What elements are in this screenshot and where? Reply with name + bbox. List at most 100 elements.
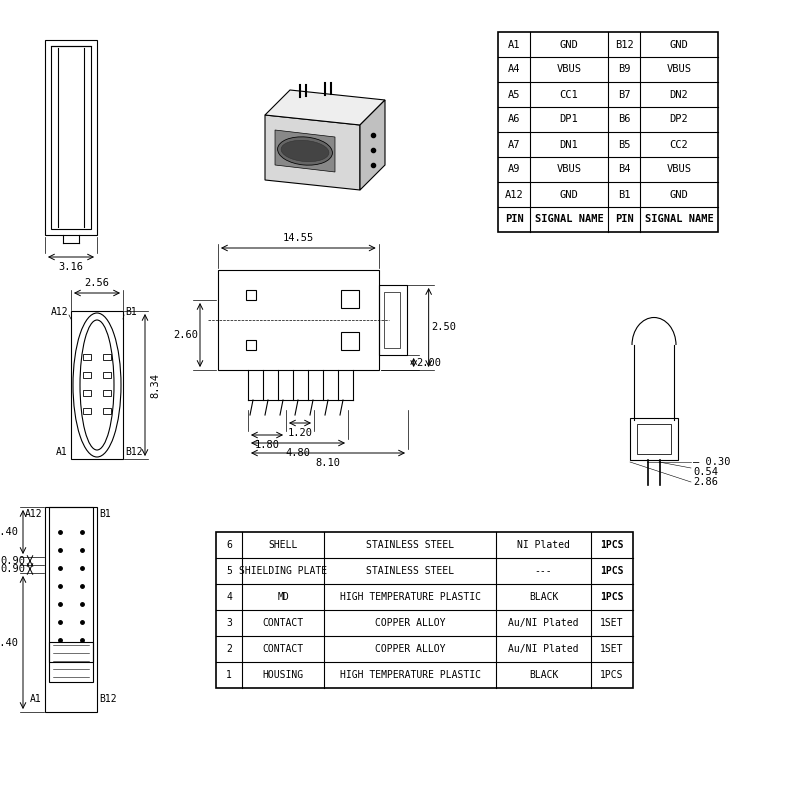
Text: 8.10: 8.10 [315,458,341,468]
Bar [218,270,378,370]
Text: B12: B12 [614,39,634,50]
Text: PIN: PIN [614,214,634,225]
Text: DP1: DP1 [560,114,578,125]
Text: COPPER ALLOY: COPPER ALLOY [374,644,446,654]
Text: GND: GND [560,190,578,199]
Bar [71,311,123,459]
Text: 5: 5 [226,566,232,576]
Text: 6: 6 [226,540,232,550]
Text: B7: B7 [618,90,630,99]
Text: DN2: DN2 [670,90,688,99]
Text: STAINLESS STEEL: STAINLESS STEEL [366,540,454,550]
Text: 2.50: 2.50 [432,322,457,333]
Text: SHIELDING PLATE: SHIELDING PLATE [239,566,327,576]
Text: 14.55: 14.55 [282,233,314,243]
Text: 1SET: 1SET [600,618,624,628]
Ellipse shape [278,137,333,165]
Text: B9: B9 [618,65,630,74]
Text: GND: GND [670,39,688,50]
Text: VBUS: VBUS [557,165,582,174]
Text: B4: B4 [618,165,630,174]
Text: GND: GND [670,190,688,199]
Bar [341,332,358,350]
Polygon shape [265,115,360,190]
Text: CONTACT: CONTACT [262,644,303,654]
Bar [103,390,111,396]
Text: A4: A4 [508,65,520,74]
Text: MD: MD [277,592,289,602]
Bar [246,340,256,350]
Text: — 0.30: — 0.30 [693,457,730,467]
Text: STAINLESS STEEL: STAINLESS STEEL [366,566,454,576]
Text: 4: 4 [226,592,232,602]
Text: A12: A12 [24,509,42,519]
Text: NI Plated: NI Plated [517,540,570,550]
Text: B5: B5 [618,139,630,150]
Text: SHELL: SHELL [268,540,298,550]
Bar [49,507,93,662]
Text: 2.86: 2.86 [693,477,718,487]
Text: 1.80: 1.80 [254,440,279,450]
Text: 2.56: 2.56 [85,278,110,288]
Ellipse shape [281,140,329,162]
Bar [498,32,718,232]
Polygon shape [275,130,335,172]
Text: 1.20: 1.20 [287,428,313,438]
Text: B12: B12 [125,447,142,457]
Text: BLACK: BLACK [529,592,558,602]
Bar [630,418,678,460]
Bar [51,46,91,229]
Text: A1: A1 [56,447,68,457]
Bar [103,408,111,414]
Text: A1: A1 [30,694,42,704]
Bar [378,285,406,355]
Bar [246,290,256,300]
Text: A1: A1 [508,39,520,50]
Text: 2: 2 [226,644,232,654]
Bar [216,532,633,688]
Text: 4.80: 4.80 [286,448,310,458]
Polygon shape [265,90,385,125]
Text: 0.90: 0.90 [0,556,25,566]
Text: 1: 1 [226,670,232,680]
Text: B1: B1 [125,307,137,317]
Text: PIN: PIN [505,214,523,225]
Bar [45,40,97,235]
Text: 2.00: 2.00 [417,358,442,367]
Text: HIGH TEMPERATURE PLASTIC: HIGH TEMPERATURE PLASTIC [339,592,481,602]
Text: 1PCS: 1PCS [600,670,624,680]
Text: ---: --- [534,566,552,576]
Text: CC2: CC2 [670,139,688,150]
Text: B1: B1 [99,509,110,519]
Bar [45,507,97,712]
Text: 1PCS: 1PCS [600,592,624,602]
Bar [83,408,91,414]
Text: A9: A9 [508,165,520,174]
Bar [49,642,93,682]
Text: DN1: DN1 [560,139,578,150]
Text: CONTACT: CONTACT [262,618,303,628]
Text: Au/NI Plated: Au/NI Plated [508,644,578,654]
Text: A6: A6 [508,114,520,125]
Text: 1SET: 1SET [600,644,624,654]
Text: VBUS: VBUS [666,165,691,174]
Text: 0.54: 0.54 [693,467,718,477]
Text: A12: A12 [50,307,68,317]
Text: CC1: CC1 [560,90,578,99]
Text: A5: A5 [508,90,520,99]
Text: A12: A12 [505,190,523,199]
Text: 3.16: 3.16 [58,262,83,272]
Bar [103,354,111,360]
Text: VBUS: VBUS [557,65,582,74]
Text: B1: B1 [618,190,630,199]
Text: Au/NI Plated: Au/NI Plated [508,618,578,628]
Bar [83,354,91,360]
Text: B6: B6 [618,114,630,125]
Bar [637,424,671,454]
Text: 1PCS: 1PCS [600,566,624,576]
Bar [103,372,111,378]
Text: 5.40: 5.40 [0,527,18,537]
Text: B12: B12 [99,694,117,704]
Polygon shape [360,100,385,190]
Text: BLACK: BLACK [529,670,558,680]
